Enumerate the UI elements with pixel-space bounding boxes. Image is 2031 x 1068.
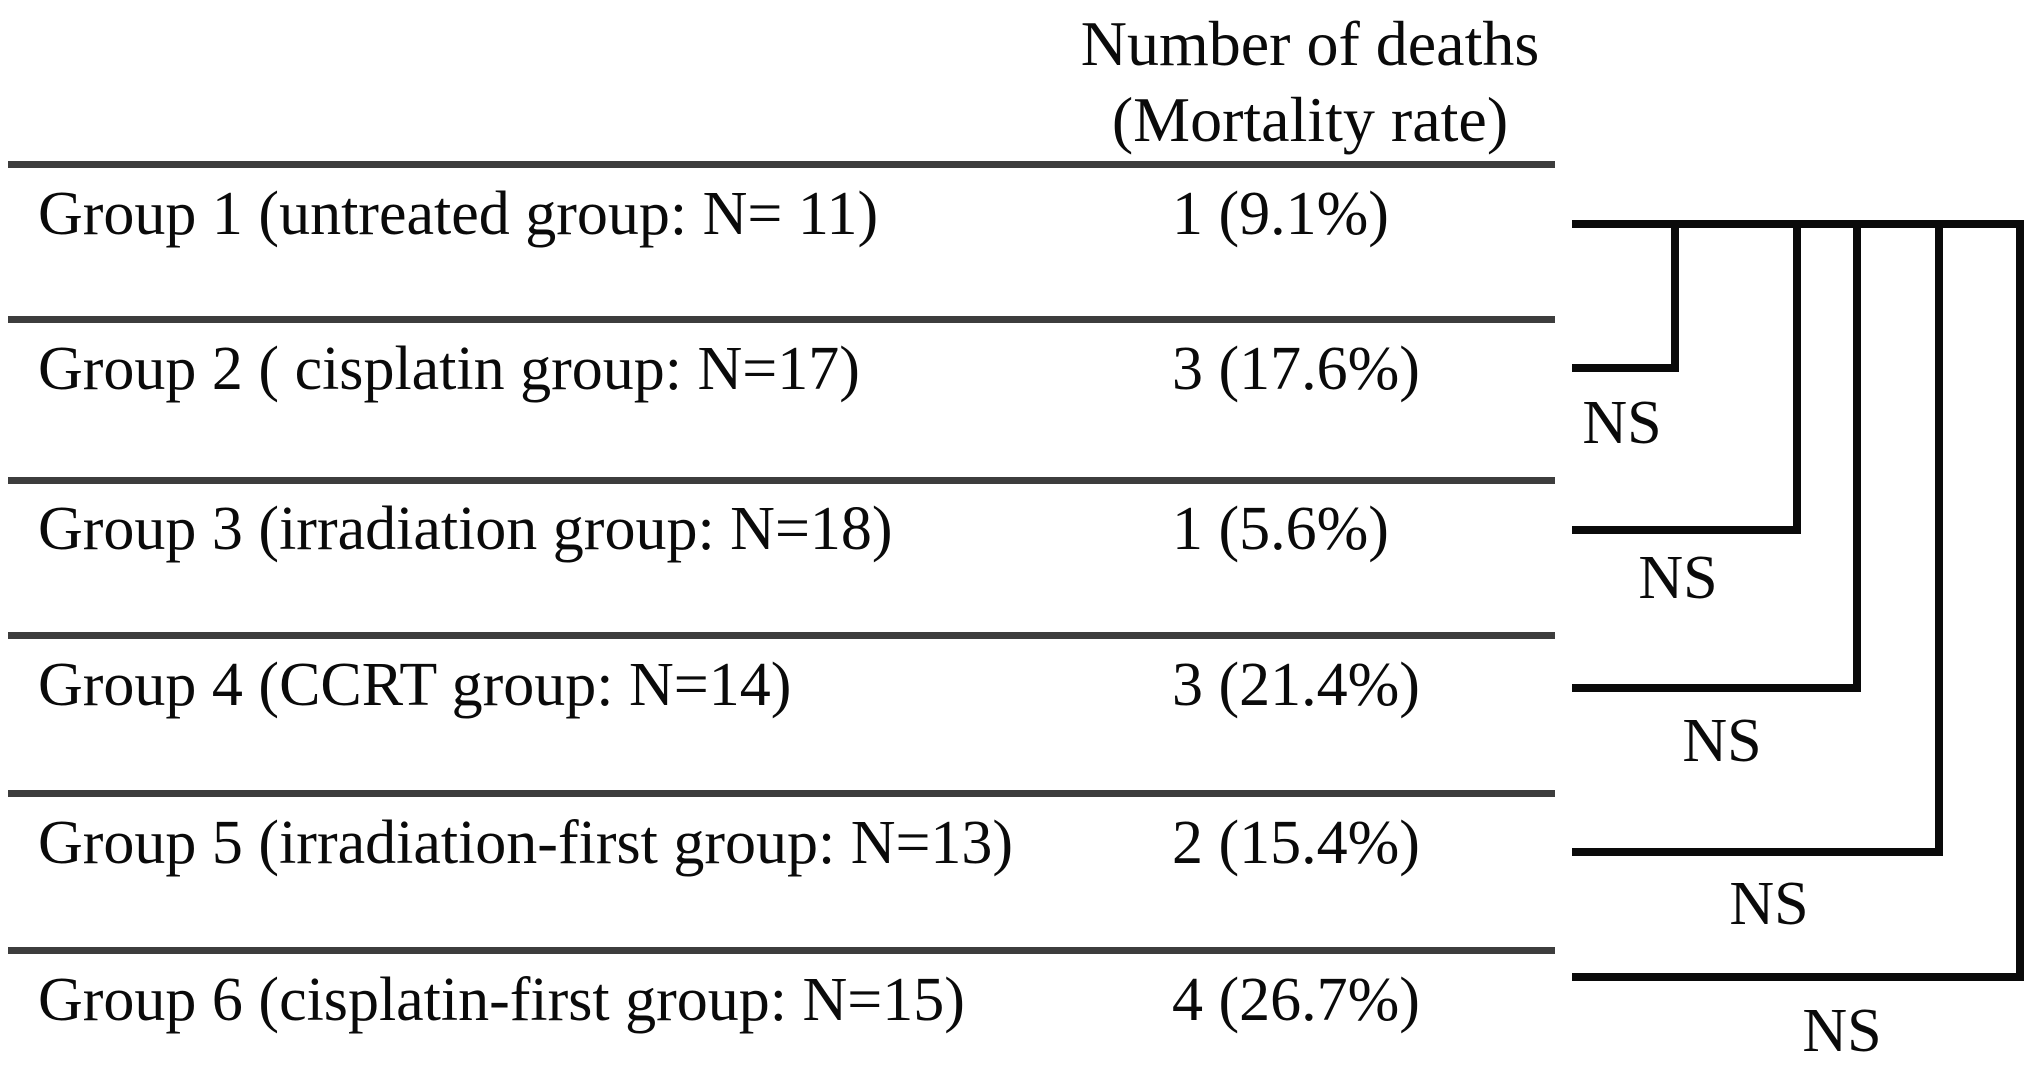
group-5-label: Group 5 (irradiation-first group: N=13) <box>38 809 1014 877</box>
group-3-label: Group 3 (irradiation group: N=18) <box>38 495 893 563</box>
bracket-stub-g5 <box>1572 848 1943 856</box>
bracket-vertical-g3 <box>1793 220 1801 534</box>
group-1-deaths: 1 (9.1%) <box>1172 180 1389 248</box>
bracket-vertical-g2 <box>1671 220 1679 372</box>
table-rule-5 <box>8 790 1555 797</box>
group-6-label: Group 6 (cisplatin-first group: N=15) <box>38 966 965 1034</box>
group-6-deaths: 4 (26.7%) <box>1172 966 1420 1034</box>
deaths-column-header: Number of deaths (Mortality rate) <box>1010 6 1610 158</box>
table-rule-6 <box>8 947 1555 954</box>
group-2-label: Group 2 ( cisplatin group: N=17) <box>38 335 860 403</box>
group-5-deaths: 2 (15.4%) <box>1172 809 1420 877</box>
bracket-stub-g6 <box>1572 973 2024 981</box>
ns-label-g1-vs-g4: NS <box>1682 707 1762 775</box>
table-rule-3 <box>8 477 1555 484</box>
deaths-column-header-line2: (Mortality rate) <box>1111 84 1509 155</box>
table-rule-4 <box>8 632 1555 639</box>
group-3-deaths: 1 (5.6%) <box>1172 495 1389 563</box>
bracket-stub-g2 <box>1572 364 1679 372</box>
table-rule-1 <box>8 161 1555 168</box>
bracket-vertical-g6 <box>2016 220 2024 981</box>
ns-label-g1-vs-g5: NS <box>1729 870 1809 938</box>
group-4-deaths: 3 (21.4%) <box>1172 651 1420 719</box>
bracket-vertical-g5 <box>1935 220 1943 856</box>
group-2-deaths: 3 (17.6%) <box>1172 335 1420 403</box>
ns-label-g1-vs-g6: NS <box>1802 997 1882 1065</box>
group-4-label: Group 4 (CCRT group: N=14) <box>38 651 792 719</box>
ns-label-g1-vs-g2: NS <box>1582 389 1662 457</box>
bracket-stub-g3 <box>1572 526 1801 534</box>
table-rule-2 <box>8 316 1555 323</box>
group-1-label: Group 1 (untreated group: N= 11) <box>38 180 879 248</box>
bracket-vertical-g4 <box>1853 220 1861 692</box>
ns-label-g1-vs-g3: NS <box>1638 544 1718 612</box>
deaths-column-header-line1: Number of deaths <box>1080 8 1540 79</box>
bracket-stub-g4 <box>1572 684 1861 692</box>
